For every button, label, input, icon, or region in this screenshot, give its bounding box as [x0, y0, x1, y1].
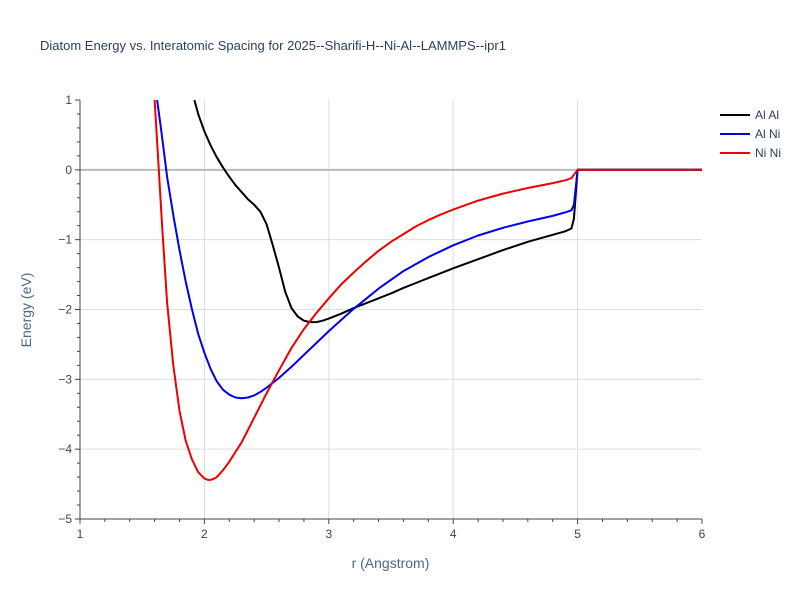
legend-label-ni-ni: Ni Ni — [755, 146, 781, 160]
legend-item-al-al[interactable]: Al Al — [720, 108, 779, 122]
series-line-al-ni — [156, 100, 702, 400]
series-line-al-al — [193, 100, 702, 324]
x-tick-label: 4 — [450, 527, 457, 541]
x-tick-label: 2 — [201, 527, 208, 541]
y-tick-label: −1 — [58, 233, 72, 247]
y-axis-title: Energy (eV) — [18, 273, 34, 348]
x-tick-label: 5 — [574, 527, 581, 541]
series-line-ni-ni — [153, 100, 702, 481]
y-tick-label: 1 — [65, 93, 72, 107]
x-tick-label: 1 — [77, 527, 84, 541]
legend-item-ni-ni[interactable]: Ni Ni — [720, 146, 781, 160]
x-axis-title: r (Angstrom) — [352, 555, 430, 571]
y-tick-label: 0 — [65, 163, 72, 177]
plot-layer — [153, 100, 702, 481]
x-tick-label: 3 — [325, 527, 332, 541]
legend-label-al-al: Al Al — [755, 108, 779, 122]
y-tick-label: −3 — [58, 372, 72, 386]
legend-item-al-ni[interactable]: Al Ni — [720, 127, 780, 141]
legend-label-al-ni: Al Ni — [755, 127, 780, 141]
y-tick-label: −2 — [58, 303, 72, 317]
chart-title: Diatom Energy vs. Interatomic Spacing fo… — [40, 38, 506, 53]
legend[interactable]: Al Al Al Ni Ni Ni — [720, 108, 781, 160]
x-tick-label: 6 — [699, 527, 706, 541]
axis-layer: 1 2 3 4 5 6 −5 −4 −3 −2 −1 0 1 — [58, 93, 705, 541]
y-tick-label: −4 — [58, 442, 72, 456]
y-tick-label: −5 — [58, 512, 72, 526]
